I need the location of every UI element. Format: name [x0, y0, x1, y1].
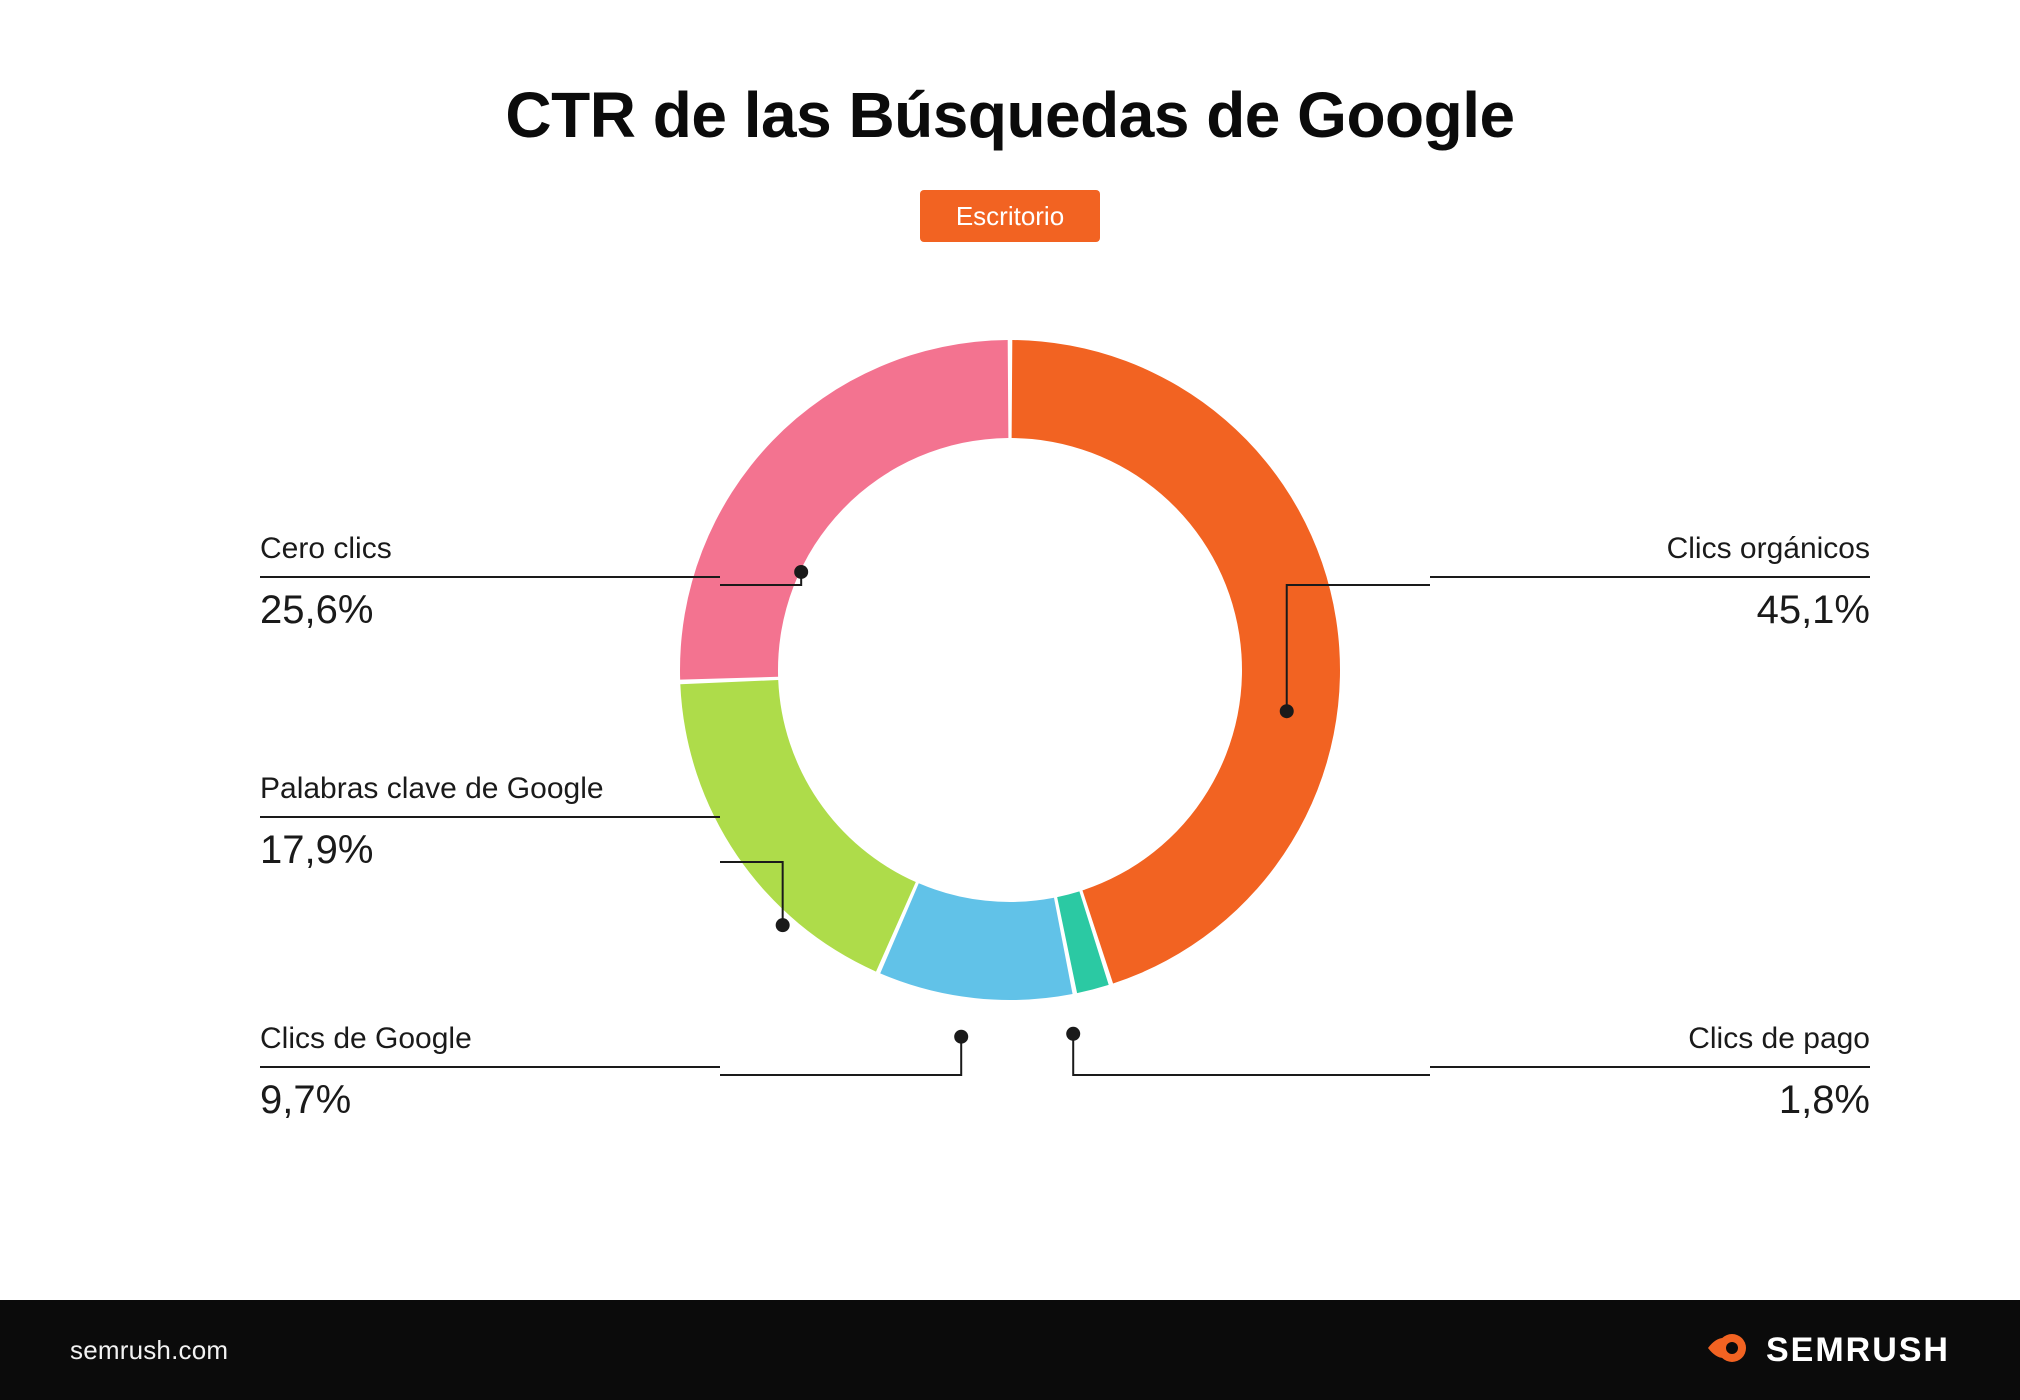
slice-gclicks — [880, 883, 1072, 1000]
callout-organic: Clics orgánicos 45,1% — [1430, 530, 1870, 633]
device-badge: Escritorio — [920, 190, 1100, 242]
slice-zero — [680, 340, 1008, 680]
callout-label: Palabras clave de Google — [260, 770, 720, 808]
callout-label: Cero clics — [260, 530, 720, 568]
chart-title: CTR de las Búsquedas de Google — [0, 78, 2020, 152]
leader-paid — [1073, 1034, 1430, 1075]
brand: SEMRUSH — [1704, 1325, 1950, 1376]
callout-divider — [1430, 1066, 1870, 1068]
content-area: CTR de las Búsquedas de Google Escritori… — [0, 0, 2020, 1300]
callout-label: Clics de pago — [1430, 1020, 1870, 1058]
callout-value: 9,7% — [260, 1078, 720, 1123]
callout-label: Clics de Google — [260, 1020, 720, 1058]
footer-site-url: semrush.com — [70, 1335, 228, 1366]
callout-value: 45,1% — [1430, 588, 1870, 633]
page: CTR de las Búsquedas de Google Escritori… — [0, 0, 2020, 1400]
brand-flame-icon — [1704, 1325, 1750, 1371]
leader-dot-gclicks — [954, 1030, 968, 1044]
brand-name: SEMRUSH — [1766, 1331, 1950, 1370]
callout-divider — [1430, 576, 1870, 578]
brand-logo-icon — [1704, 1325, 1750, 1376]
callout-zero: Cero clics 25,6% — [260, 530, 720, 633]
callout-divider — [260, 1066, 720, 1068]
callout-keywords: Palabras clave de Google 17,9% — [260, 770, 720, 873]
callout-value: 17,9% — [260, 828, 720, 873]
callout-divider — [260, 816, 720, 818]
callout-divider — [260, 576, 720, 578]
slice-organic — [1012, 340, 1340, 983]
leader-dot-paid — [1066, 1027, 1080, 1041]
callout-label: Clics orgánicos — [1430, 530, 1870, 568]
callout-paid: Clics de pago 1,8% — [1430, 1020, 1870, 1123]
donut-chart — [660, 320, 1360, 1020]
callout-value: 1,8% — [1430, 1078, 1870, 1123]
donut-svg — [660, 320, 1360, 1020]
callout-gclicks: Clics de Google 9,7% — [260, 1020, 720, 1123]
callout-value: 25,6% — [260, 588, 720, 633]
leader-gclicks — [720, 1037, 961, 1075]
footer-bar: semrush.com SEMRUSH — [0, 1300, 2020, 1400]
